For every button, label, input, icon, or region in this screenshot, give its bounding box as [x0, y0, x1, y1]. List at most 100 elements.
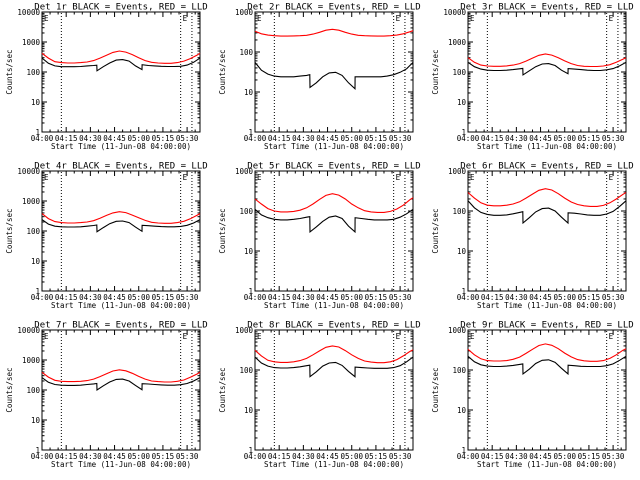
y-tick-label: 1: [35, 128, 40, 137]
x-tick-label: 05:15: [578, 452, 601, 461]
x-tick-label: 05:00: [340, 134, 363, 143]
corner-mark-left: E: [257, 14, 262, 23]
x-tick-label: 04:30: [79, 293, 102, 302]
y-tick-label: 1000: [235, 8, 254, 17]
x-tick-label: 04:45: [529, 293, 552, 302]
series-events-line: [254, 62, 414, 91]
x-tick-label: 05:30: [602, 452, 625, 461]
x-axis-label: Start Time (11-Jun-08 04:00:00): [264, 142, 404, 151]
chart-title: Det 7r BLACK = Events, RED = LLD: [34, 321, 207, 331]
x-tick-label: 04:15: [55, 293, 78, 302]
y-tick-label: 100: [239, 48, 253, 57]
y-tick-label: 100: [26, 68, 40, 77]
corner-mark-right: E: [396, 332, 401, 341]
x-tick-label: 05:30: [176, 134, 199, 143]
x-tick-label: 04:30: [505, 452, 528, 461]
x-tick-label: 04:45: [103, 293, 126, 302]
series-events-line: [41, 219, 201, 233]
x-tick-label: 05:30: [176, 293, 199, 302]
series-events-line: [467, 355, 627, 376]
x-tick-label: 04:45: [316, 134, 339, 143]
y-axis-label: Counts/sec: [431, 208, 440, 253]
y-axis-label: Counts/sec: [5, 49, 14, 94]
x-tick-label: 04:00: [244, 134, 267, 143]
chart-title: Det 8r BLACK = Events, RED = LLD: [247, 321, 420, 331]
corner-mark-left: E: [470, 332, 475, 341]
chart-title: Det 1r BLACK = Events, RED = LLD: [34, 3, 207, 13]
x-axis-label: Start Time (11-Jun-08 04:00:00): [264, 301, 404, 310]
plot-frame: [41, 329, 201, 451]
y-tick-label: 1: [461, 446, 466, 455]
x-tick-label: 04:00: [31, 293, 54, 302]
corner-mark-right: E: [396, 14, 401, 23]
y-tick-label: 100: [26, 386, 40, 395]
x-tick-label: 05:30: [389, 452, 412, 461]
y-axis-label: Counts/sec: [218, 208, 227, 253]
y-axis-label: Counts/sec: [218, 367, 227, 412]
x-tick-label: 05:00: [127, 134, 150, 143]
y-tick-label: 10: [244, 406, 254, 415]
chart-title: Det 6r BLACK = Events, RED = LLD: [460, 162, 633, 172]
plot-frame: [41, 11, 201, 133]
x-tick-label: 04:45: [529, 134, 552, 143]
y-tick-label: 10: [31, 416, 41, 425]
x-tick-label: 04:30: [79, 134, 102, 143]
y-tick-label: 1000: [22, 197, 41, 206]
x-tick-label: 04:00: [457, 293, 480, 302]
x-axis-label: Start Time (11-Jun-08 04:00:00): [477, 301, 617, 310]
x-tick-label: 04:45: [103, 452, 126, 461]
x-tick-label: 04:30: [292, 452, 315, 461]
x-tick-label: 04:15: [55, 134, 78, 143]
corner-mark-right: E: [609, 14, 614, 23]
y-tick-label: 10: [457, 98, 467, 107]
x-tick-label: 04:30: [292, 134, 315, 143]
y-tick-label: 1000: [448, 326, 467, 335]
x-tick-label: 05:15: [365, 452, 388, 461]
plot-frame: [254, 329, 414, 451]
x-tick-label: 04:00: [457, 134, 480, 143]
series-lld-line: [41, 369, 201, 383]
x-tick-label: 05:00: [127, 293, 150, 302]
series-events-line: [41, 377, 201, 392]
x-tick-label: 05:00: [553, 134, 576, 143]
y-tick-label: 10: [31, 98, 41, 107]
y-tick-label: 10000: [17, 8, 40, 17]
chart-title: Det 2r BLACK = Events, RED = LLD: [247, 3, 420, 13]
x-tick-label: 04:15: [268, 134, 291, 143]
x-axis-label: Start Time (11-Jun-08 04:00:00): [51, 460, 191, 469]
y-tick-label: 1000: [22, 38, 41, 47]
corner-mark-right: E: [609, 173, 614, 182]
series-lld-line: [467, 188, 627, 207]
x-tick-label: 04:45: [316, 293, 339, 302]
x-tick-label: 04:30: [292, 293, 315, 302]
x-tick-label: 04:15: [481, 293, 504, 302]
chart-title: Det 9r BLACK = Events, RED = LLD: [460, 321, 633, 331]
plot-frame: [467, 11, 627, 133]
y-tick-label: 1: [461, 287, 466, 296]
series-lld-line: [254, 193, 414, 213]
y-tick-label: 1: [461, 128, 466, 137]
x-tick-label: 04:00: [244, 452, 267, 461]
plot-frame: [467, 329, 627, 451]
x-tick-label: 04:00: [244, 293, 267, 302]
y-tick-label: 10: [457, 406, 467, 415]
series-events-line: [41, 57, 201, 72]
y-tick-label: 100: [239, 366, 253, 375]
y-tick-label: 1: [35, 446, 40, 455]
chart-title: Det 5r BLACK = Events, RED = LLD: [247, 162, 420, 172]
x-tick-label: 04:15: [268, 452, 291, 461]
plot-frame: [41, 170, 201, 292]
x-tick-label: 05:15: [152, 452, 175, 461]
x-tick-label: 05:00: [553, 293, 576, 302]
x-tick-label: 04:15: [481, 452, 504, 461]
x-tick-label: 05:15: [152, 134, 175, 143]
corner-mark-right: E: [183, 173, 188, 182]
y-tick-label: 1000: [22, 356, 41, 365]
corner-mark-right: E: [396, 173, 401, 182]
series-lld-line: [467, 53, 627, 68]
plot-frame: [254, 170, 414, 292]
y-tick-label: 1000: [235, 326, 254, 335]
